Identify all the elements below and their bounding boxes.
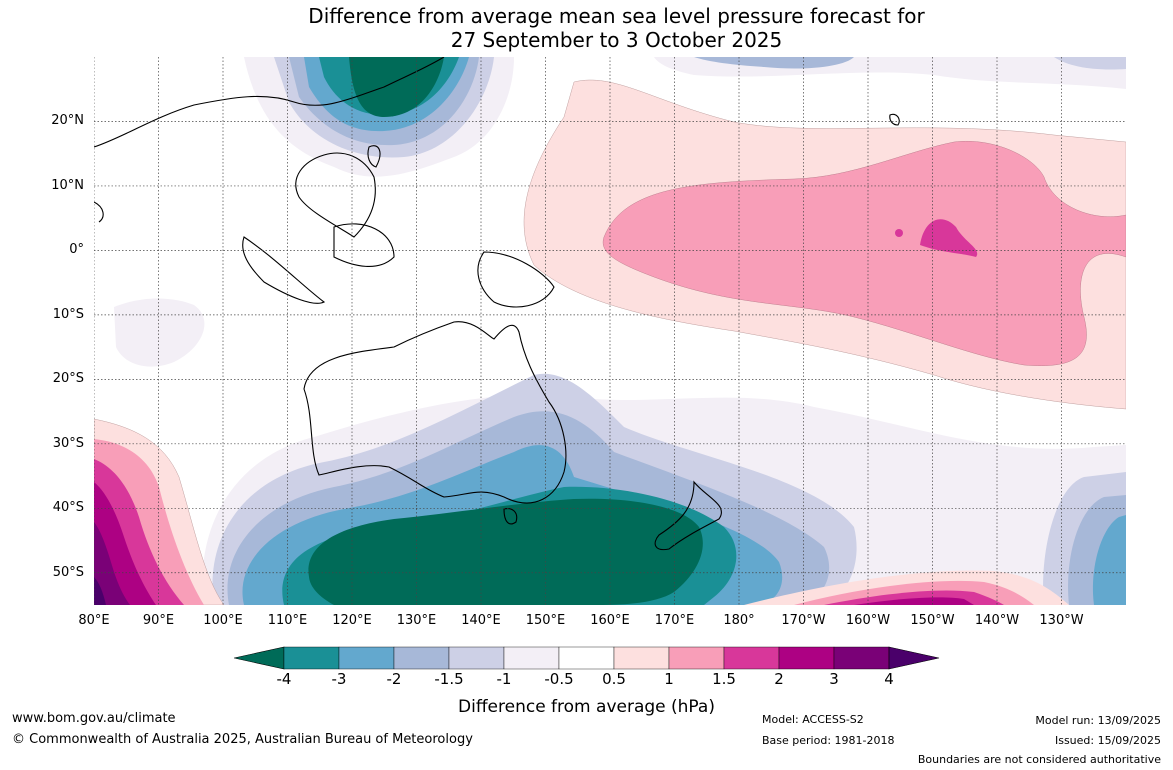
longitude-label: 170°E [654,613,695,628]
footer-model: Model: ACCESS-S2 [762,713,864,726]
colorbar-swatch [558,646,615,670]
longitude-label: 80°E [78,613,110,628]
coastlines [94,57,900,551]
colorbar-tick-label: -1 [496,670,512,688]
colorbar-tick-label: -1.5 [434,670,464,688]
footer-base-period: Base period: 1981-2018 [762,734,895,747]
chart-title: Difference from average mean sea level p… [0,4,1173,52]
longitude-label: 140°E [461,613,501,628]
latitude-label: 10°N [51,177,84,193]
longitude-label: 90°E [142,613,175,628]
colorbar-tick-label: -4 [276,670,292,688]
longitude-label: 180° [723,613,755,628]
footer-copyright: © Commonwealth of Australia 2025, Austra… [12,732,473,747]
latitude-label: 20°S [52,371,84,387]
longitude-label: 160°E [590,613,630,628]
positive-anomaly-pacific [523,79,1126,410]
latitude-label: 40°S [52,500,84,516]
colorbar-tick-label: -0.5 [544,670,574,688]
longitude-label: 150°E [525,613,566,628]
colorbar-label: Difference from average (hPa) [458,697,715,717]
negative-anomaly-north [244,57,514,177]
western-pale-patch [114,298,205,367]
footer-model-run: Model run: 13/09/2025 [1035,714,1161,727]
colorbar-tick-label: 1 [664,670,674,688]
longitude-label: 110°E [267,613,308,628]
colorbar-swatch [393,646,450,670]
colorbar-swatch [503,646,560,670]
colorbar-swatch [613,646,670,670]
colorbar-tick-label: 3 [829,670,839,688]
colorbar-swatch [833,646,890,670]
graticule [94,57,1126,605]
title-line-2: 27 September to 3 October 2025 [450,28,783,52]
northern-band [654,57,1126,89]
latitude-label: 10°S [52,306,84,322]
longitude-label: 160°W [845,613,891,628]
colorbar-swatch [778,646,835,670]
latitude-label: 50°S [52,564,84,580]
colorbar-swatch [448,646,505,670]
longitude-label: 150°W [910,613,955,628]
latitude-label: 30°S [52,435,84,451]
longitude-label: 130°W [1039,613,1084,628]
latitude-label: 0° [69,242,84,258]
colorbar-arrow-min [234,646,285,670]
footer-disclaimer: Boundaries are not considered authoritat… [917,753,1161,766]
colorbar-swatch [283,646,340,670]
colorbar [234,646,940,670]
longitude-label: 170°W [781,613,826,628]
colorbar-tick-label: 2 [774,670,784,688]
pressure-anomaly-map [94,57,1126,605]
longitude-label: 100°E [203,613,243,628]
longitude-label: 130°E [396,613,437,628]
colorbar-tick-label: -2 [386,670,402,688]
footer-url: www.bom.gov.au/climate [12,711,176,726]
colorbar-tick-label: -3 [331,670,347,688]
latitude-label: 20°N [51,113,84,129]
negative-anomaly-south [202,373,1126,605]
longitude-label: 120°E [332,613,372,628]
map-panel [94,57,1126,605]
colorbar-swatch [668,646,725,670]
positive-anomaly-southeast [744,570,1069,605]
colorbar-arrow-max [888,646,940,670]
colorbar-tick-label: 0.5 [602,670,626,688]
colorbar-swatch [723,646,780,670]
colorbar-tick-label: 1.5 [712,670,736,688]
footer-issued: Issued: 15/09/2025 [1054,734,1161,747]
longitude-label: 140°W [974,613,1020,628]
positive-anomaly-southwest [94,418,225,605]
title-line-1: Difference from average mean sea level p… [308,4,925,28]
colorbar-tick-label: 4 [884,670,894,688]
colorbar-swatch [338,646,395,670]
